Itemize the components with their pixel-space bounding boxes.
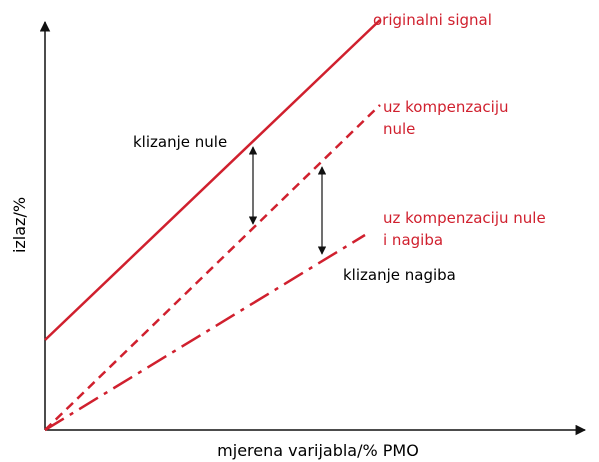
zero-comp-label: uz kompenzaciju: [383, 98, 509, 116]
x-axis-label: mjerena varijabla/% PMO: [217, 441, 419, 460]
zero-comp-label: nule: [383, 120, 415, 138]
slope-drift-label: klizanje nagiba: [343, 266, 456, 284]
original-line: [44, 19, 381, 341]
y-axis-label: izlaz/%: [10, 197, 29, 253]
zero-slope-comp-label: i nagiba: [383, 231, 443, 249]
zero-slope-comp-label: uz kompenzaciju nule: [383, 209, 546, 227]
zero-slope-comp-line: [44, 233, 366, 432]
zero-drift-label: klizanje nule: [133, 133, 227, 151]
original-label: originalni signal: [373, 11, 492, 29]
zero-comp-line: [44, 104, 381, 431]
